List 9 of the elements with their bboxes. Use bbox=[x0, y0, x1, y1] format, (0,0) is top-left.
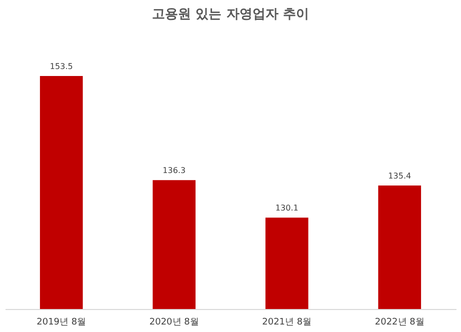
x-tick-label: 2019년 8월 bbox=[36, 318, 86, 328]
data-label: 153.5 bbox=[50, 62, 73, 71]
chart-title: 고용원 있는 자영업자 추이 bbox=[152, 7, 309, 22]
x-tick-label: 2021년 8월 bbox=[262, 318, 312, 328]
data-label: 135.4 bbox=[388, 172, 412, 181]
x-tick-label: 2020년 8월 bbox=[149, 318, 199, 328]
data-label: 130.1 bbox=[275, 204, 298, 213]
x-tick-label: 2022년 8월 bbox=[374, 318, 424, 328]
data-label: 136.3 bbox=[162, 166, 186, 176]
